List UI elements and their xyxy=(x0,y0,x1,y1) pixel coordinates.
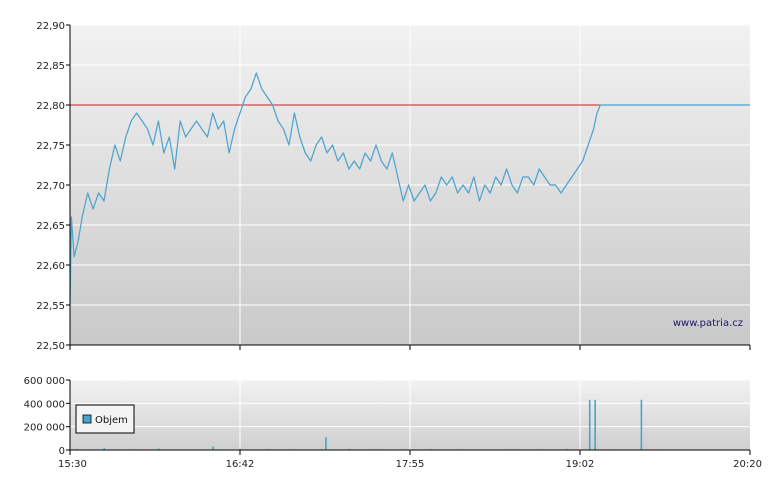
volume-bar xyxy=(157,448,160,450)
price-y-tick-label: 22,50 xyxy=(36,341,65,352)
volume-bar xyxy=(594,399,596,450)
price-y-tick-label: 22,90 xyxy=(36,21,65,32)
volume-y-tick-label: 200 000 xyxy=(24,423,65,434)
volume-bar xyxy=(325,437,327,450)
volume-legend: Objem xyxy=(75,404,135,434)
volume-bar xyxy=(239,448,241,450)
volume-grid xyxy=(70,379,750,450)
price-grid xyxy=(70,24,750,345)
volume-bar xyxy=(348,448,350,450)
volume-bar xyxy=(212,446,214,450)
x-tick-label: 19:02 xyxy=(566,459,595,470)
legend-swatch xyxy=(82,414,92,424)
volume-y-tick-label: 400 000 xyxy=(24,399,65,410)
volume-y-tick-label: 0 xyxy=(59,446,65,457)
price-y-tick-label: 22,65 xyxy=(36,221,65,232)
price-series-group xyxy=(69,72,750,306)
price-y-tick-label: 22,75 xyxy=(36,141,65,152)
volume-y-tick-label: 600 000 xyxy=(24,376,65,387)
x-tick-label: 20:20 xyxy=(733,459,762,470)
price-axis: 22,50 22,55 22,60 22,65 22,70 22,75 22,80 22,85… xyxy=(36,21,751,352)
volume-bar xyxy=(640,399,643,450)
price-y-tick-label: 22,60 xyxy=(36,261,65,272)
price-series-line xyxy=(69,72,750,306)
volume-bar xyxy=(565,448,568,450)
legend-label: Objem xyxy=(95,415,128,426)
price-y-tick-label: 22,55 xyxy=(36,301,65,312)
price-y-tick-label: 22,80 xyxy=(36,101,65,112)
price-y-tick-label: 22,85 xyxy=(36,61,65,72)
volume-axis: 0 200 000 400 000 600 000 15:30 16:42 17:55 19:… xyxy=(24,376,762,470)
volume-bar xyxy=(588,399,591,450)
watermark: www.patria.cz xyxy=(673,318,743,329)
price-y-tick-label: 22,70 xyxy=(36,181,65,192)
x-tick-label: 16:42 xyxy=(226,459,255,470)
x-tick-label: 17:55 xyxy=(396,459,425,470)
volume-bar xyxy=(103,448,105,450)
x-tick-label: 15:30 xyxy=(58,459,87,470)
